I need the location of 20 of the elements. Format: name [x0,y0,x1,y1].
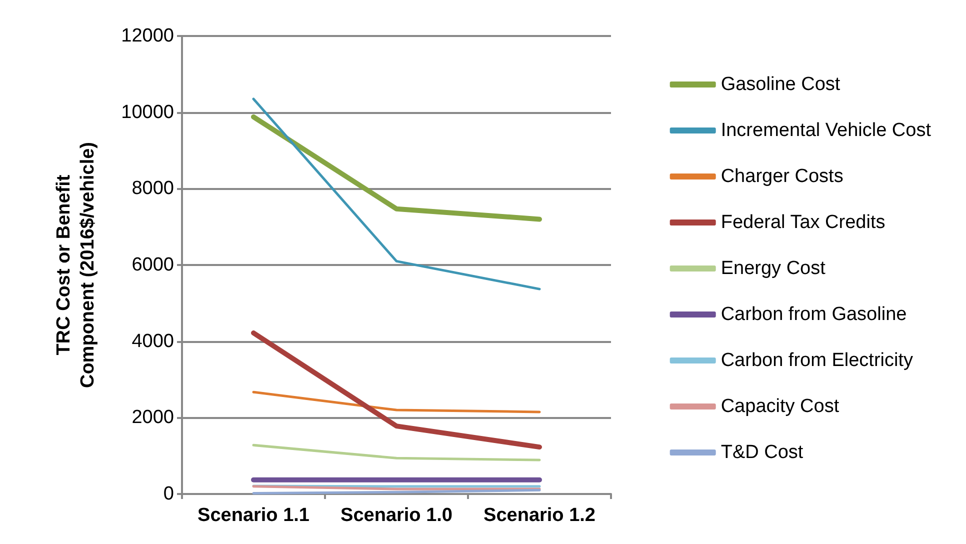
legend-label: Carbon from Electricity [720,350,914,371]
y-axis-title: TRC Cost or Benefit Component (2016$/vehicle) [54,142,98,388]
legend-label: Federal Tax Credits [720,212,886,233]
legend-label: Carbon from Gasoline [720,304,907,325]
legend-label: Capacity Cost [720,396,840,417]
x-tick-label: Scenario 1.2 [484,505,596,526]
legend-label: Gasoline Cost [720,74,841,95]
x-tick-label: Scenario 1.1 [198,505,310,526]
legend-label: Incremental Vehicle Cost [720,120,932,141]
y-tick-label: 4000 [132,330,174,352]
y-tick-label: 2000 [132,407,174,428]
legend-label: Charger Costs [720,166,844,187]
y-tick-label: 6000 [132,254,174,276]
y-tick-label: 10000 [121,102,174,123]
x-tick-label: Scenario 1.0 [340,505,452,526]
legend-label: T&D Cost [720,442,804,463]
y-tick-label: 8000 [132,178,174,200]
legend-label: Energy Cost [720,258,826,279]
y-tick-label: 12000 [121,26,174,46]
y-tick-label: 0 [163,484,174,504]
